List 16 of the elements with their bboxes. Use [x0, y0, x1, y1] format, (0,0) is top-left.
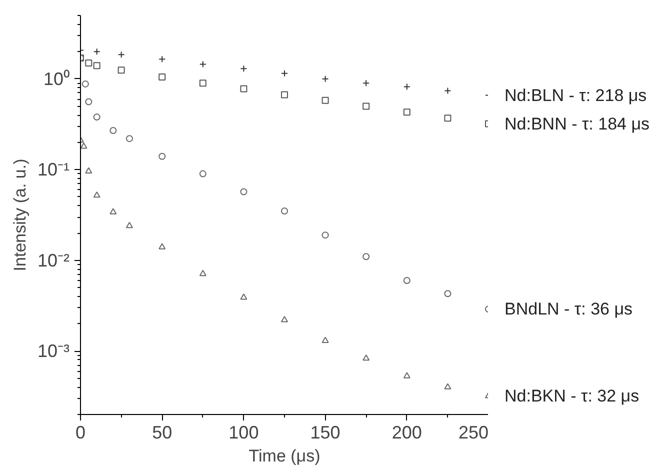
series-label: BNdLN - τ: 36 μs: [504, 300, 632, 319]
y-tick-label: 10⁻³: [37, 341, 70, 362]
series-label: Nd:BNN - τ: 184 μs: [504, 114, 650, 134]
y-tick-label: 10⁻¹: [37, 160, 70, 180]
x-tick-label: 50: [152, 422, 172, 442]
x-tick-label: 100: [228, 422, 259, 442]
x-tick-label: 250: [458, 422, 489, 442]
series-label: Nd:BLN - τ: 218 μs: [504, 86, 647, 105]
series-label: Nd:BKN - τ: 32 μs: [504, 386, 640, 406]
y-tick-label: 10⁻²: [37, 250, 70, 270]
x-tick-label: 0: [75, 422, 86, 442]
y-axis-title: Intensity (a. u.): [10, 158, 30, 272]
x-tick-label: 150: [310, 422, 340, 442]
x-axis-title: Time (μs): [248, 446, 320, 466]
x-tick-label: 200: [392, 422, 422, 442]
y-tick-label: 10⁰: [43, 68, 70, 89]
